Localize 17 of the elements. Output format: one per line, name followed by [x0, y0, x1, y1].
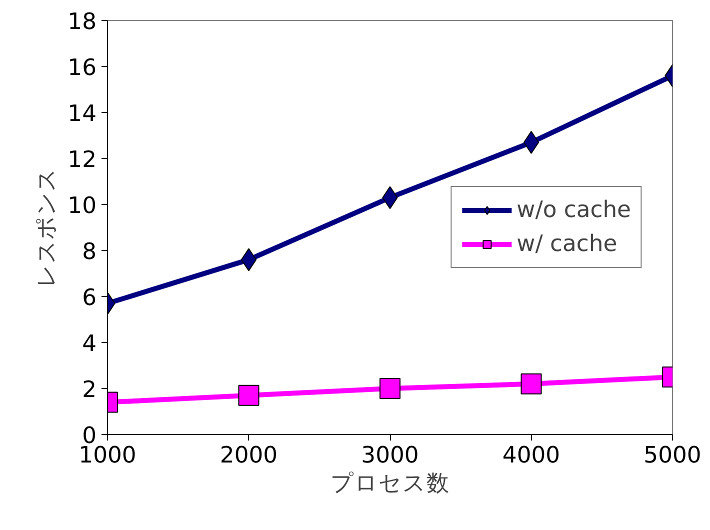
x-axis-title: プロセス数 [330, 470, 450, 496]
y-tick-label: 14 [68, 101, 97, 127]
legend-label: w/ cache [516, 231, 618, 257]
x-tick-label: 3000 [361, 442, 419, 468]
y-tick-label: 2 [82, 377, 97, 403]
y-tick-label: 6 [82, 285, 97, 311]
y-tick-label: 18 [68, 9, 97, 35]
x-tick-label: 5000 [644, 442, 702, 468]
y-tick-label: 12 [68, 147, 97, 173]
y-tick-label: 10 [68, 193, 97, 219]
y-tick-label: 8 [82, 239, 97, 265]
x-tick-label: 2000 [220, 442, 278, 468]
y-tick-label: 4 [82, 331, 97, 357]
y-tick-label: 16 [68, 55, 97, 81]
legend-label: w/o cache [516, 197, 631, 223]
x-tick-label: 4000 [502, 442, 560, 468]
y-axis-title: レスポンス [34, 168, 60, 288]
